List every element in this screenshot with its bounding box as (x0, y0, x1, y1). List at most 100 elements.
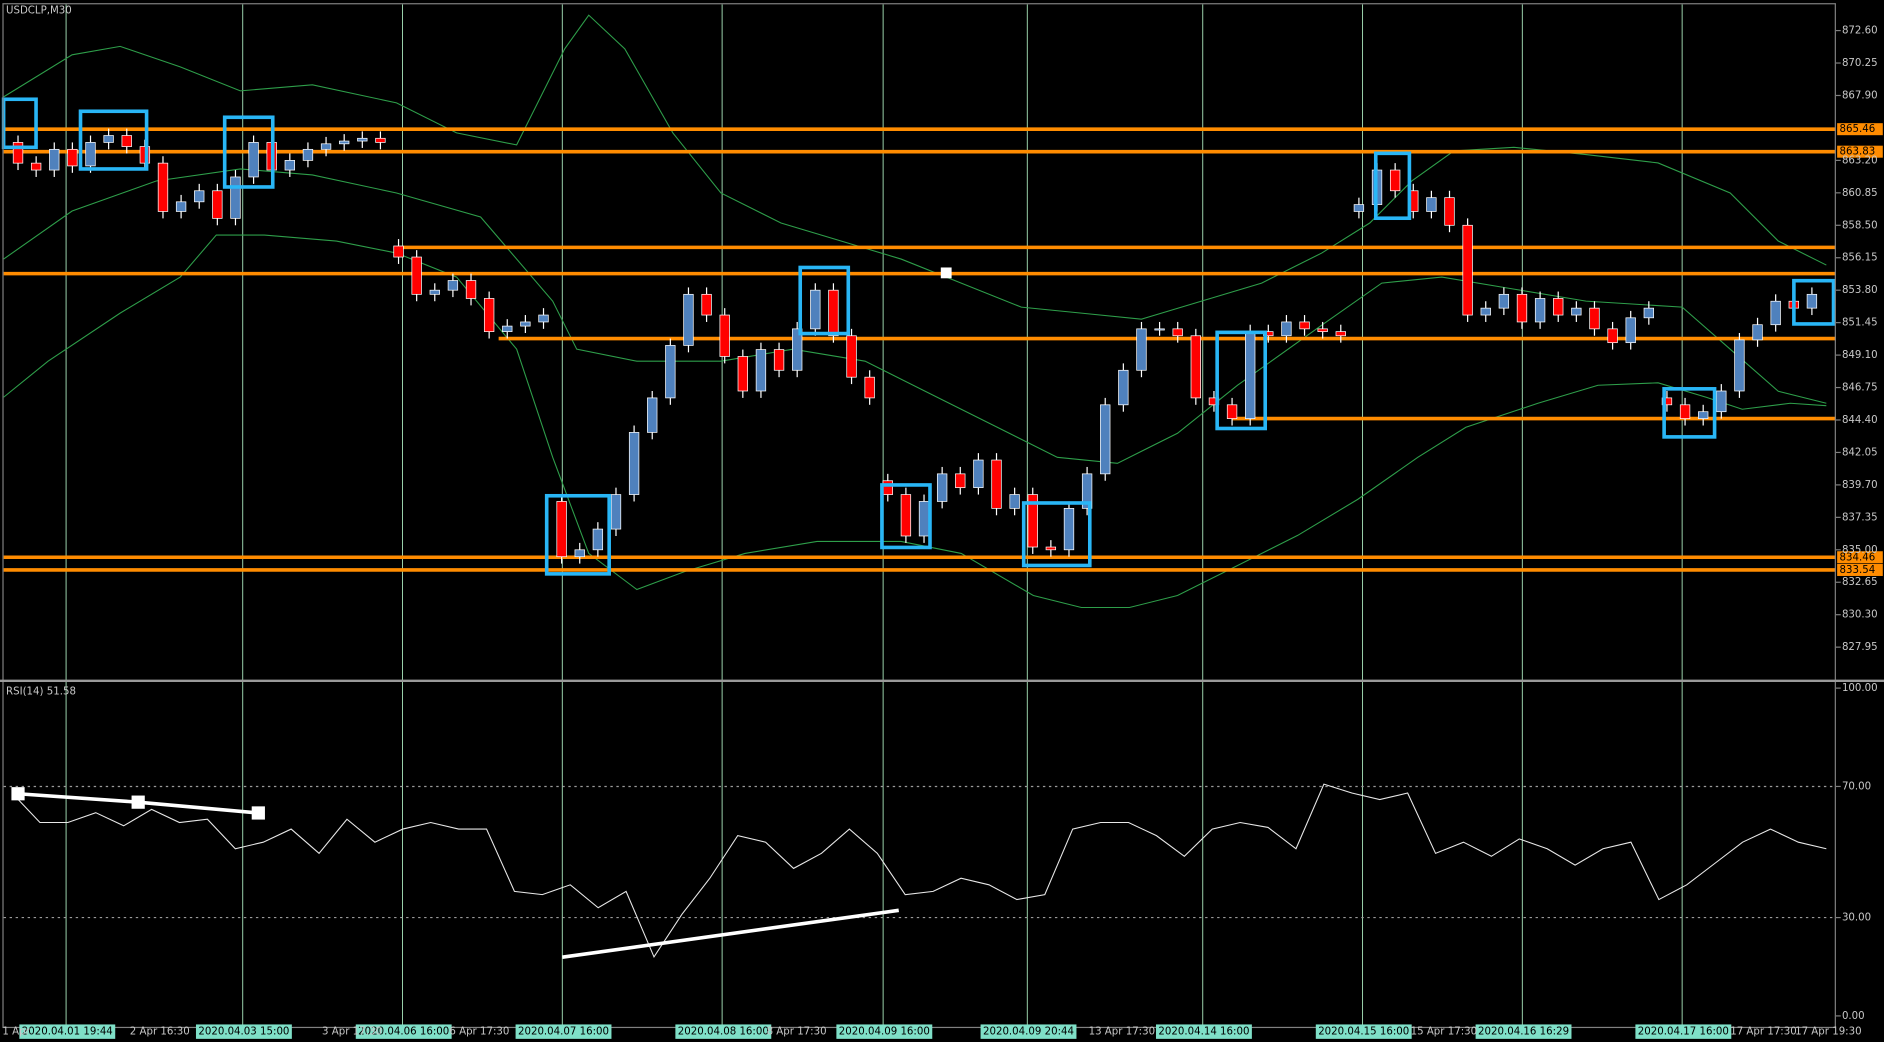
candle-body (248, 142, 259, 178)
candle-body (1299, 321, 1310, 330)
candle-body (502, 325, 513, 332)
candle-body (49, 148, 60, 171)
time-label: 1 Apr (2, 1027, 30, 1038)
y-tick-label: 842.05 (1842, 447, 1878, 458)
time-marker-bg (980, 1024, 1077, 1039)
time-marker-bg (195, 1024, 292, 1039)
candle-body (1281, 321, 1292, 337)
time-marker-bg (1155, 1024, 1252, 1039)
y-tick-label: 827.95 (1842, 642, 1878, 653)
box (880, 483, 932, 550)
candle-body (483, 298, 495, 332)
time-label: 17 Apr 17:30 (1730, 1027, 1797, 1038)
time-marker-label: 2020.04.14 16:00 (1158, 1027, 1249, 1038)
time-marker-bg (355, 1024, 452, 1039)
rsi-tick-label: 30.00 (1842, 913, 1871, 924)
candle-body (1226, 404, 1238, 419)
y-tick-label: 858.50 (1842, 220, 1878, 231)
candle-body (1009, 494, 1020, 509)
candle-body (1063, 508, 1075, 551)
candle-body (773, 349, 785, 371)
candle-body (1643, 307, 1654, 319)
y-tick-label: 844.40 (1842, 415, 1878, 426)
candle-body (755, 349, 767, 392)
candle-body (1516, 293, 1528, 323)
candle-body (737, 356, 748, 392)
candle-body (1353, 204, 1365, 212)
candle-body (320, 143, 332, 150)
candle-body (30, 162, 42, 171)
candle-body (846, 335, 857, 378)
candle-body (1480, 307, 1491, 316)
time-label: 15 Apr 17:30 (1411, 1027, 1478, 1038)
y-tick-label: 839.70 (1842, 480, 1878, 491)
rsi-tick-label: 100.00 (1842, 683, 1878, 694)
time-marker-label: 2020.04.09 20:44 (983, 1027, 1074, 1038)
y-tick-label: 830.30 (1842, 610, 1878, 621)
time-marker-label: 2020.04.17 16:00 (1638, 1027, 1729, 1038)
candle-body (592, 528, 604, 551)
candle-body (1716, 390, 1727, 413)
candle-body (1607, 328, 1618, 344)
candle-body (1806, 293, 1818, 309)
time-marker-label: 2020.04.09 16:00 (839, 1027, 930, 1038)
time-marker-bg (1635, 1024, 1732, 1039)
candle-body (701, 293, 712, 316)
candle-body (918, 501, 930, 537)
y-tick-label: 837.35 (1842, 512, 1878, 523)
pattern-boxes (1, 97, 1836, 576)
symbol-label: USDCLP,M30 (6, 5, 72, 16)
candle-body (103, 135, 114, 143)
candle-body (1444, 197, 1455, 226)
candle-body (1027, 494, 1038, 548)
level-tag (1837, 123, 1883, 136)
candle-body (1136, 328, 1147, 371)
candle-body (792, 328, 803, 371)
candle-body (1426, 197, 1437, 212)
candle-body (1317, 328, 1328, 332)
time-marker-label: 2020.04.06 16:00 (358, 1027, 449, 1038)
y-tick-label: 856.15 (1842, 253, 1878, 264)
time-label: 13 Apr 17:30 (1089, 1027, 1156, 1038)
y-tick-label: 853.80 (1842, 285, 1878, 296)
candle-body (628, 432, 640, 495)
candle-body (175, 201, 187, 212)
candle-body (1571, 307, 1582, 316)
candle-body (1118, 369, 1129, 406)
time-marker-label: 2020.04.03 15:00 (198, 1027, 289, 1038)
rsi-pane (3, 783, 1836, 959)
candle-body (1625, 317, 1636, 344)
rsi-line (11, 783, 1827, 959)
y-tick-label: 860.85 (1842, 188, 1878, 199)
candle-body (1245, 331, 1256, 419)
time-marker-bg (836, 1024, 933, 1039)
y-tick-label: 846.75 (1842, 383, 1878, 394)
time-marker-bg (515, 1024, 612, 1039)
candle-body (828, 289, 839, 337)
time-marker-label: 2020.04.16 16:29 (1478, 1027, 1569, 1038)
candle-body (1534, 298, 1546, 323)
box (544, 493, 611, 576)
time-label: 2 Apr 16:30 (130, 1027, 190, 1038)
candle-body (991, 459, 1002, 509)
candle-body (429, 289, 440, 295)
candle-body (1154, 328, 1165, 331)
y-tick-label: 870.25 (1842, 58, 1878, 69)
candle-body (12, 142, 24, 164)
time-marker-bg (1475, 1024, 1572, 1039)
candle-body (882, 480, 893, 495)
candle-body (1190, 335, 1201, 399)
candle-body (194, 190, 205, 203)
price-axis: 865.46 863.83 834.46 833.54 872.60 870.25 867.… (1835, 26, 1883, 1022)
time-label: 6 Apr 17:30 (449, 1027, 509, 1038)
candle-body (936, 473, 948, 502)
candle-body (393, 245, 404, 258)
time-axis: 2020.04.01 19:44 2020.04.03 15:00 2020.04.… (2, 1024, 1862, 1039)
candle-body (212, 190, 223, 219)
box (1792, 278, 1836, 326)
level-label: 863.83 (1840, 147, 1876, 158)
time-marker-bg (19, 1024, 116, 1039)
